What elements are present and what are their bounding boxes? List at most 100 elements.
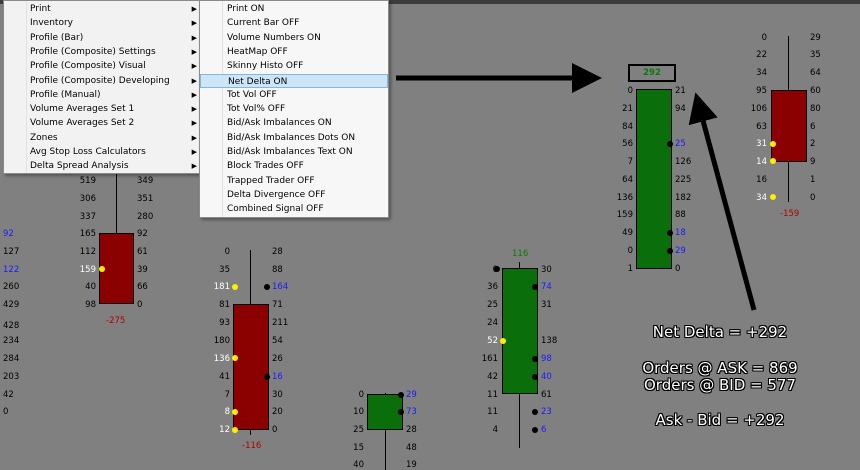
submenu-item-skinny-histo[interactable]: Skinny Histo OFF bbox=[200, 59, 388, 73]
menu-item-label: Print bbox=[30, 4, 51, 14]
bid-imbalance-dot bbox=[770, 158, 776, 164]
ask-imbalance-dot bbox=[667, 248, 673, 254]
menu-item-delta-spread-analysis[interactable]: Delta Spread Analysis ▶ bbox=[4, 159, 201, 173]
bid-imbalance-dot bbox=[232, 284, 238, 290]
ask-value: 64 bbox=[810, 68, 821, 78]
bid-value: 10 bbox=[353, 407, 364, 417]
bid-value: 4 bbox=[492, 425, 498, 435]
submenu-item-volume-numbers[interactable]: Volume Numbers ON bbox=[200, 31, 388, 45]
menu-item-print[interactable]: Print ▶ bbox=[4, 2, 201, 16]
ask-value: 23 bbox=[541, 407, 552, 417]
ask-value: 211 bbox=[272, 318, 289, 328]
ask-value: 71 bbox=[272, 300, 283, 310]
candle-body-bear bbox=[233, 304, 269, 430]
ask-value: 2 bbox=[810, 139, 816, 149]
ask-value: 1 bbox=[810, 175, 816, 185]
net-delta-highlight-value: 292 bbox=[643, 68, 661, 78]
menu-item-profile-composite-settings[interactable]: Profile (Composite) Settings ▶ bbox=[4, 45, 201, 59]
ask-value: 28 bbox=[406, 425, 417, 435]
bid-value: 0 bbox=[224, 247, 230, 257]
ask-value: 30 bbox=[541, 265, 552, 275]
ask-value: 26 bbox=[272, 354, 283, 364]
bid-value: 25 bbox=[487, 300, 498, 310]
bid-value: 41 bbox=[219, 372, 230, 382]
submenu-item-delta-divergence[interactable]: Delta Divergence OFF bbox=[200, 188, 388, 202]
menu-item-label: Zones bbox=[30, 132, 58, 143]
menu-item-avg-stop-loss-calculators[interactable]: Avg Stop Loss Calculators ▶ bbox=[4, 145, 201, 159]
submenu-arrow-icon: ▶ bbox=[191, 119, 197, 128]
menu-item-label: Volume Averages Set 2 bbox=[30, 118, 135, 129]
menu-item-label: Trapped Trader OFF bbox=[227, 175, 315, 186]
ask-value: 126 bbox=[675, 157, 692, 167]
bid-value: 0 bbox=[627, 246, 633, 256]
bid-value: 31 bbox=[756, 139, 767, 149]
bar-net-delta: 116 bbox=[512, 249, 529, 259]
menu-item-volume-averages-set-2[interactable]: Volume Averages Set 2 ▶ bbox=[4, 116, 201, 130]
ask-value: 74 bbox=[541, 282, 552, 292]
submenu-item-bid-ask-imbalances-dots[interactable]: Bid/Ask Imbalances Dots ON bbox=[200, 131, 388, 145]
edge-ask-value: 260 bbox=[3, 282, 20, 292]
ask-value: 29 bbox=[675, 246, 686, 256]
submenu-item-net-delta[interactable]: Net Delta ON bbox=[200, 73, 388, 88]
submenu-arrow-icon: ▶ bbox=[191, 105, 197, 114]
edge-ask-value: 429 bbox=[3, 300, 20, 310]
submenu-arrow-icon: ▶ bbox=[191, 62, 197, 71]
bid-value: 49 bbox=[622, 228, 633, 238]
submenu-item-combined-signal[interactable]: Combined Signal OFF bbox=[200, 202, 388, 216]
menu-item-profile-manual[interactable]: Profile (Manual) ▶ bbox=[4, 88, 201, 102]
menu-item-label: Current Bar OFF bbox=[227, 18, 300, 29]
submenu-item-current-bar[interactable]: Current Bar OFF bbox=[200, 16, 388, 30]
bid-value: 106 bbox=[750, 104, 767, 114]
submenu-item-bid-ask-imbalances-text[interactable]: Bid/Ask Imbalances Text ON bbox=[200, 145, 388, 159]
bid-value: 35 bbox=[219, 265, 230, 275]
ask-value: 30 bbox=[272, 390, 283, 400]
menu-item-profile-composite-visual[interactable]: Profile (Composite) Visual ▶ bbox=[4, 59, 201, 73]
submenu-item-heatmap[interactable]: HeatMap OFF bbox=[200, 45, 388, 59]
edge-ask-value: 428 bbox=[3, 321, 20, 331]
submenu-item-tot-vol-percent[interactable]: Tot Vol% OFF bbox=[200, 102, 388, 116]
submenu-arrow-icon: ▶ bbox=[191, 33, 197, 42]
submenu-arrow-icon: ▶ bbox=[191, 5, 197, 13]
bid-value: 52 bbox=[487, 336, 498, 346]
ask-imbalance-dot bbox=[532, 374, 538, 380]
edge-ask-value: 122 bbox=[3, 265, 20, 275]
menu-item-volume-averages-set-1[interactable]: Volume Averages Set 1 ▶ bbox=[4, 102, 201, 116]
menu-item-profile-bar[interactable]: Profile (Bar) ▶ bbox=[4, 31, 201, 45]
ask-value: 16 bbox=[272, 372, 283, 382]
annotation-orders-ask: Orders @ ASK = 869 bbox=[642, 359, 798, 377]
candle-body-bull bbox=[636, 89, 672, 269]
edge-ask-value: 284 bbox=[3, 354, 20, 364]
ask-value: 54 bbox=[272, 336, 283, 346]
ask-value: 19 bbox=[406, 460, 417, 470]
bid-value: 63 bbox=[756, 122, 767, 132]
ask-value: 40 bbox=[541, 372, 552, 382]
menu-item-zones[interactable]: Zones ▶ bbox=[4, 131, 201, 145]
submenu-item-block-trades[interactable]: Block Trades OFF bbox=[200, 159, 388, 173]
menu-item-label: Tot Vol OFF bbox=[227, 89, 277, 100]
bid-value: 24 bbox=[487, 318, 498, 328]
ask-value: 138 bbox=[541, 336, 558, 346]
ask-value: 35 bbox=[810, 50, 821, 60]
bid-imbalance-dot bbox=[232, 427, 238, 433]
menu-item-profile-composite-developing[interactable]: Profile (Composite) Developing ▶ bbox=[4, 74, 201, 88]
submenu-arrow-icon: ▶ bbox=[191, 19, 197, 28]
menu-item-label: Volume Averages Set 1 bbox=[30, 104, 135, 115]
bid-value: 0 bbox=[761, 33, 767, 43]
menu-item-label: Profile (Composite) Settings bbox=[30, 46, 156, 57]
bid-value: 11 bbox=[487, 407, 498, 417]
submenu-item-tot-vol[interactable]: Tot Vol OFF bbox=[200, 88, 388, 102]
submenu-item-bid-ask-imbalances[interactable]: Bid/Ask Imbalances ON bbox=[200, 116, 388, 130]
ask-imbalance-dot bbox=[494, 266, 500, 272]
bid-imbalance-dot bbox=[232, 409, 238, 415]
bid-value: 159 bbox=[616, 210, 633, 220]
submenu-item-trapped-trader[interactable]: Trapped Trader OFF bbox=[200, 174, 388, 188]
submenu-item-print-on[interactable]: Print ON bbox=[200, 2, 388, 16]
ask-value: 29 bbox=[406, 390, 417, 400]
menu-item-inventory[interactable]: Inventory ▶ bbox=[4, 16, 201, 30]
bid-value: 14 bbox=[756, 157, 767, 167]
bid-value: 7 bbox=[627, 157, 633, 167]
ask-value: 61 bbox=[137, 247, 148, 257]
bid-value: 165 bbox=[79, 229, 96, 239]
bid-value: 0 bbox=[627, 86, 633, 96]
bid-value: 40 bbox=[85, 282, 96, 292]
